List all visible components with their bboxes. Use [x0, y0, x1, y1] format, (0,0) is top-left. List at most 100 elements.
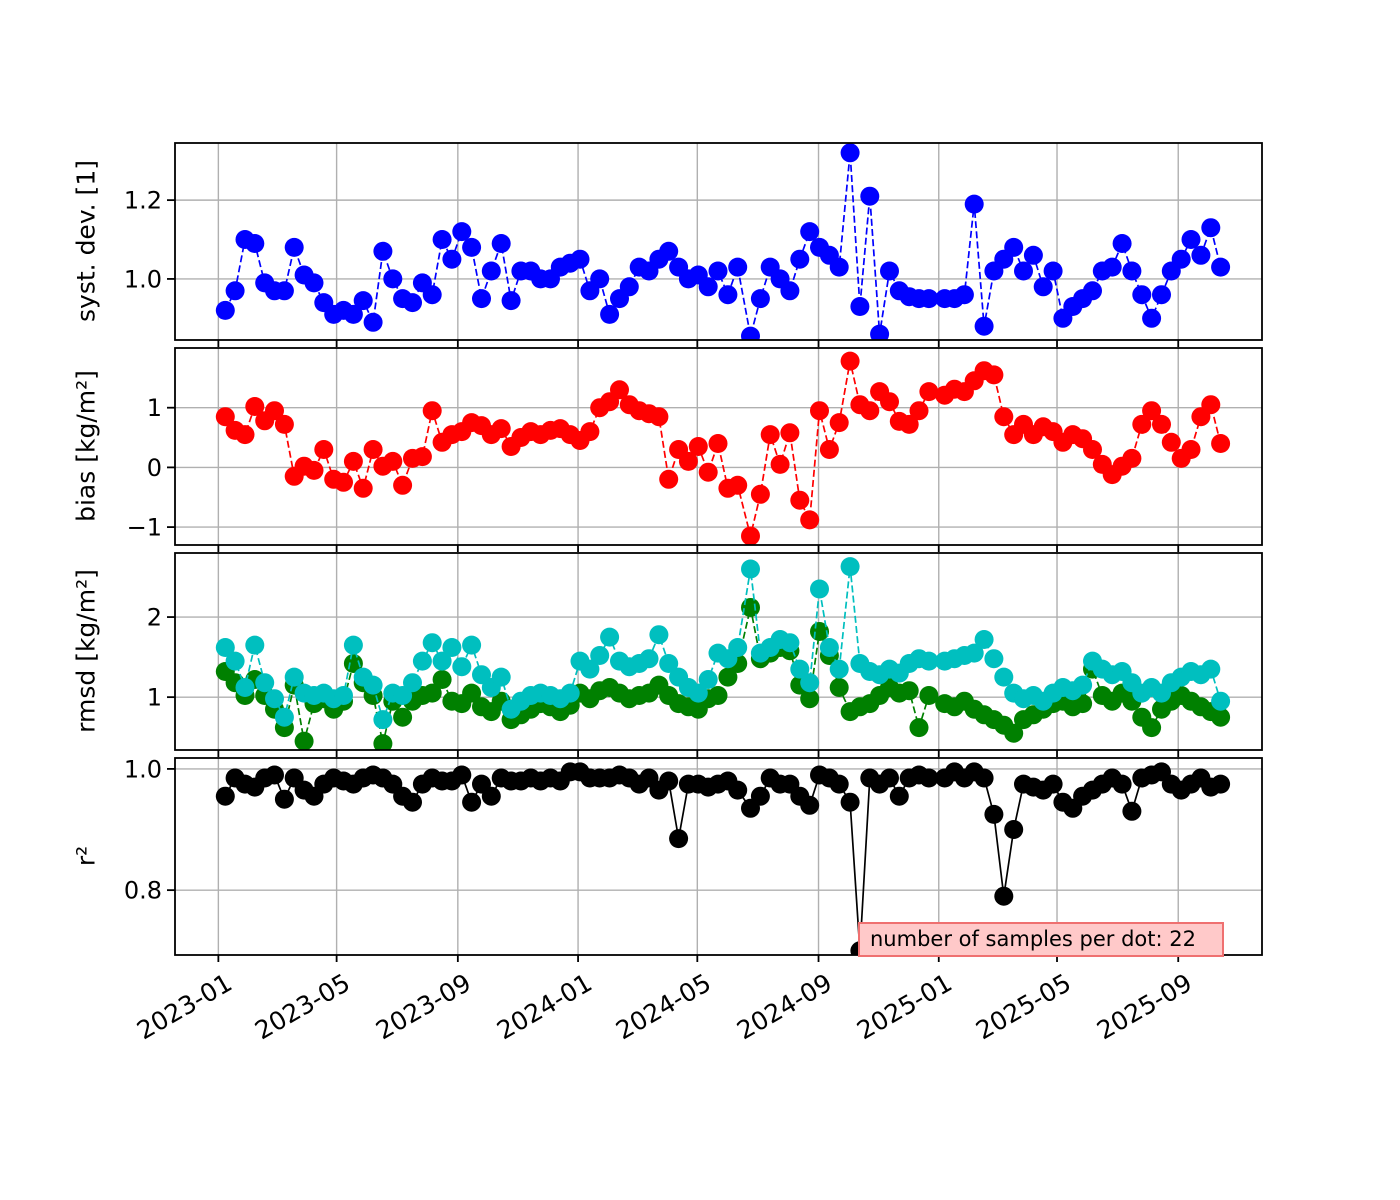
data-point-r-squared: [919, 768, 939, 788]
data-point-bias: [1122, 448, 1142, 468]
data-point-rmsd-cyan: [442, 638, 462, 657]
data-point-syst-dev: [954, 285, 974, 305]
data-point-bias: [314, 440, 334, 459]
data-point-rmsd-cyan: [284, 667, 304, 687]
data-point-r-squared: [750, 786, 770, 806]
data-point-syst-dev: [304, 273, 324, 293]
data-point-rmsd-cyan: [659, 654, 679, 673]
data-point-rmsd-green: [373, 734, 393, 750]
data-point-rmsd-green: [422, 683, 442, 703]
data-point-rmsd-green: [1004, 723, 1024, 743]
data-point-r-squared: [215, 786, 235, 806]
data-point-syst-dev: [1132, 285, 1152, 305]
data-point-rmsd-green: [393, 707, 413, 727]
data-point-syst-dev: [284, 237, 304, 257]
data-point-bias: [393, 475, 413, 495]
data-point-syst-dev: [780, 281, 800, 301]
data-point-bias: [304, 460, 324, 480]
data-point-bias: [383, 451, 403, 471]
y-tick-label: 1.0: [124, 755, 162, 783]
data-point-syst-dev: [1142, 308, 1162, 328]
data-point-r-squared: [265, 765, 284, 785]
data-point-rmsd-cyan: [452, 657, 472, 677]
data-point-rmsd-cyan: [422, 633, 442, 653]
series-rmsd-cyan: [215, 557, 1231, 730]
panel-spine: [174, 552, 1263, 751]
data-point-syst-dev: [790, 249, 810, 269]
data-point-bias: [728, 475, 748, 495]
series-r-squared: [215, 762, 1231, 955]
data-point-bias: [1132, 414, 1152, 434]
data-point-r-squared: [274, 789, 294, 809]
data-point-bias: [265, 401, 284, 421]
data-point-bias: [1211, 434, 1231, 453]
data-point-rmsd-cyan: [919, 651, 939, 671]
data-point-bias: [659, 469, 679, 489]
data-point-syst-dev: [353, 291, 373, 311]
data-point-bias: [353, 478, 373, 498]
y-tick-label: −1: [127, 513, 162, 541]
data-point-rmsd-cyan: [840, 557, 860, 577]
data-point-syst-dev: [570, 249, 590, 269]
data-point-rmsd-green: [708, 686, 728, 705]
data-point-r-squared: [659, 771, 679, 791]
data-point-rmsd-cyan: [600, 627, 620, 647]
data-point-rmsd-cyan: [698, 670, 718, 689]
data-point-rmsd-cyan: [819, 638, 839, 657]
data-point-bias: [1142, 401, 1162, 421]
data-point-syst-dev: [481, 261, 501, 281]
data-point-bias: [780, 423, 800, 443]
data-point-rmsd-cyan: [432, 651, 452, 671]
data-point-bias: [274, 414, 294, 434]
data-point-rmsd-green: [899, 681, 919, 701]
y-tick-label: 1: [147, 684, 162, 712]
data-point-syst-dev: [422, 285, 442, 305]
data-point-bias: [880, 392, 899, 412]
y-tick-label: 1.2: [124, 187, 162, 215]
data-point-bias: [235, 425, 255, 445]
data-point-syst-dev: [964, 194, 984, 214]
data-point-rmsd-green: [718, 667, 738, 687]
data-point-r-squared: [974, 768, 994, 788]
data-point-syst-dev: [501, 291, 521, 311]
data-point-syst-dev: [741, 326, 760, 340]
data-point-syst-dev: [974, 316, 994, 336]
data-point-bias: [363, 440, 383, 459]
samples-annotation-text: number of samples per dot: 22: [870, 927, 1196, 951]
data-point-r-squared: [829, 774, 849, 794]
data-point-rmsd-cyan: [688, 683, 708, 703]
samples-annotation: number of samples per dot: 22: [858, 922, 1224, 957]
data-point-rmsd-cyan: [403, 673, 422, 693]
data-point-syst-dev: [708, 261, 728, 281]
data-point-bias: [840, 351, 860, 371]
data-point-syst-dev: [919, 289, 939, 309]
data-point-r-squared: [481, 786, 501, 806]
data-point-rmsd-cyan: [590, 646, 610, 665]
data-point-r-squared: [403, 792, 422, 812]
data-point-bias: [750, 484, 770, 504]
data-point-syst-dev: [728, 257, 748, 277]
data-point-bias: [708, 434, 728, 453]
data-point-rmsd-cyan: [373, 710, 393, 730]
y-axis-label-syst-dev: syst. dev. [1]: [71, 160, 101, 322]
data-point-syst-dev: [1171, 249, 1191, 269]
data-point-bias: [688, 437, 708, 456]
data-point-r-squared: [1211, 774, 1231, 794]
data-point-rmsd-cyan: [462, 635, 482, 655]
data-point-rmsd-cyan: [334, 686, 353, 705]
data-point-syst-dev: [750, 289, 770, 309]
data-point-bias: [790, 490, 810, 510]
data-point-syst-dev: [442, 249, 462, 269]
data-point-syst-dev: [698, 277, 718, 297]
data-point-bias: [760, 425, 780, 445]
data-point-rmsd-cyan: [215, 638, 235, 657]
data-point-rmsd-green: [1073, 694, 1093, 714]
data-point-syst-dev: [1211, 257, 1231, 277]
data-point-rmsd-cyan: [1073, 675, 1093, 695]
data-point-bias: [984, 365, 1004, 385]
y-axis-label-rmsd: rmsd [kg/m²]: [71, 569, 101, 733]
data-point-r-squared: [452, 765, 472, 785]
data-point-syst-dev: [840, 143, 860, 163]
panel-syst-dev: 1.0 1.2: [124, 142, 1263, 347]
